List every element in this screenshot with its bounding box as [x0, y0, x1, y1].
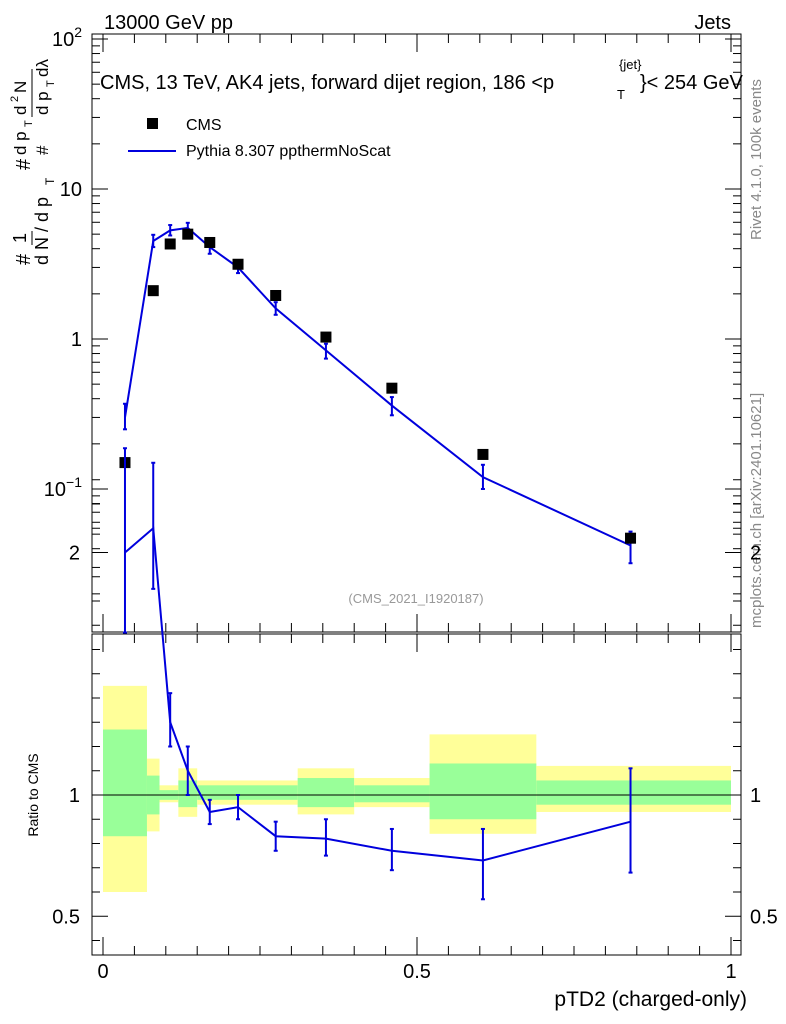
lower-chart-marks — [122, 447, 633, 901]
data-point — [164, 238, 176, 250]
svg-text:T: T — [45, 80, 57, 87]
y-tick-label: 102 — [52, 24, 82, 51]
legend-data-label: CMS — [186, 117, 222, 134]
svg-text:#: # — [33, 145, 52, 155]
svg-text:1: 1 — [10, 233, 30, 243]
svg-text:d p: d p — [33, 91, 52, 115]
data-point — [182, 228, 194, 240]
y-axis-label: # 1 d N / d p T # d p T # d 2 N d p T dλ — [9, 59, 57, 265]
legend-mc-label: Pythia 8.307 ppthermNoScat — [186, 143, 391, 160]
band-inner — [429, 763, 537, 820]
plot-title-end: }< 254 GeV — [640, 72, 744, 94]
ratio-uncertainty-bands — [92, 685, 741, 892]
svg-text:dλ: dλ — [33, 59, 52, 77]
band-inner — [103, 729, 147, 837]
svg-text:T: T — [23, 120, 35, 127]
svg-text:d p: d p — [11, 131, 30, 155]
category-label: Jets — [694, 12, 731, 34]
legend-data-marker — [147, 118, 158, 129]
svg-text:#: # — [13, 253, 35, 265]
ratio-y-label: Ratio to CMS — [25, 753, 41, 836]
x-tick-label: 0.5 — [403, 961, 431, 983]
x-tick-label: 1 — [725, 961, 736, 983]
x-tick-label: 0 — [97, 961, 108, 983]
x-axis-label: pTD2 (charged-only) — [554, 988, 747, 1011]
data-point — [204, 236, 216, 248]
plot-title: CMS, 13 TeV, AK4 jets, forward dijet reg… — [100, 72, 554, 94]
band-inner — [536, 780, 731, 805]
svg-text:N: N — [11, 81, 30, 93]
plot-title-superscript: {jet} — [619, 57, 642, 72]
ratio-y-tick-label: 0.5 — [52, 906, 80, 928]
ratio-y-tick-label-right: 2 — [750, 543, 761, 565]
mcplots-label: mcplots.cern.ch [arXiv:2401.10621] — [748, 393, 765, 628]
data-point — [386, 382, 398, 394]
data-point — [477, 448, 489, 460]
band-inner — [354, 785, 430, 803]
y-tick-label: 10−1 — [44, 474, 82, 501]
mc-series-line — [123, 226, 631, 547]
upper-chart-marks — [119, 221, 637, 565]
data-point — [147, 285, 159, 297]
lower-axis-ticks: 0.5 0.5 1 1 2 2 0 0.5 1 — [52, 479, 778, 983]
y-tick-label: 1 — [71, 329, 82, 351]
plot-title-subscript: T — [617, 87, 625, 102]
svg-text:d N / d p: d N / d p — [32, 197, 52, 265]
data-point — [320, 331, 332, 343]
svg-text:2: 2 — [9, 96, 21, 102]
data-point — [270, 289, 282, 301]
ratio-y-tick-label: 1 — [69, 785, 80, 807]
data-point — [625, 532, 637, 544]
svg-text:#: # — [13, 158, 35, 170]
y-tick-label: 10 — [60, 179, 82, 201]
rivet-label: Rivet 4.1.0, 100k events — [748, 79, 765, 240]
upper-axis-ticks: 10−1 1 10 102 — [44, 24, 741, 632]
svg-text:T: T — [43, 177, 57, 185]
band-inner — [297, 778, 355, 808]
ratio-y-tick-label-right: 1 — [750, 785, 761, 807]
data-point — [232, 258, 244, 270]
svg-text:d: d — [11, 106, 30, 115]
analysis-id: (CMS_2021_I1920187) — [348, 591, 483, 606]
energy-label: 13000 GeV pp — [104, 12, 233, 34]
band-inner — [197, 785, 298, 800]
ratio-y-tick-label-right: 0.5 — [750, 906, 778, 928]
ratio-y-tick-label: 2 — [69, 543, 80, 565]
